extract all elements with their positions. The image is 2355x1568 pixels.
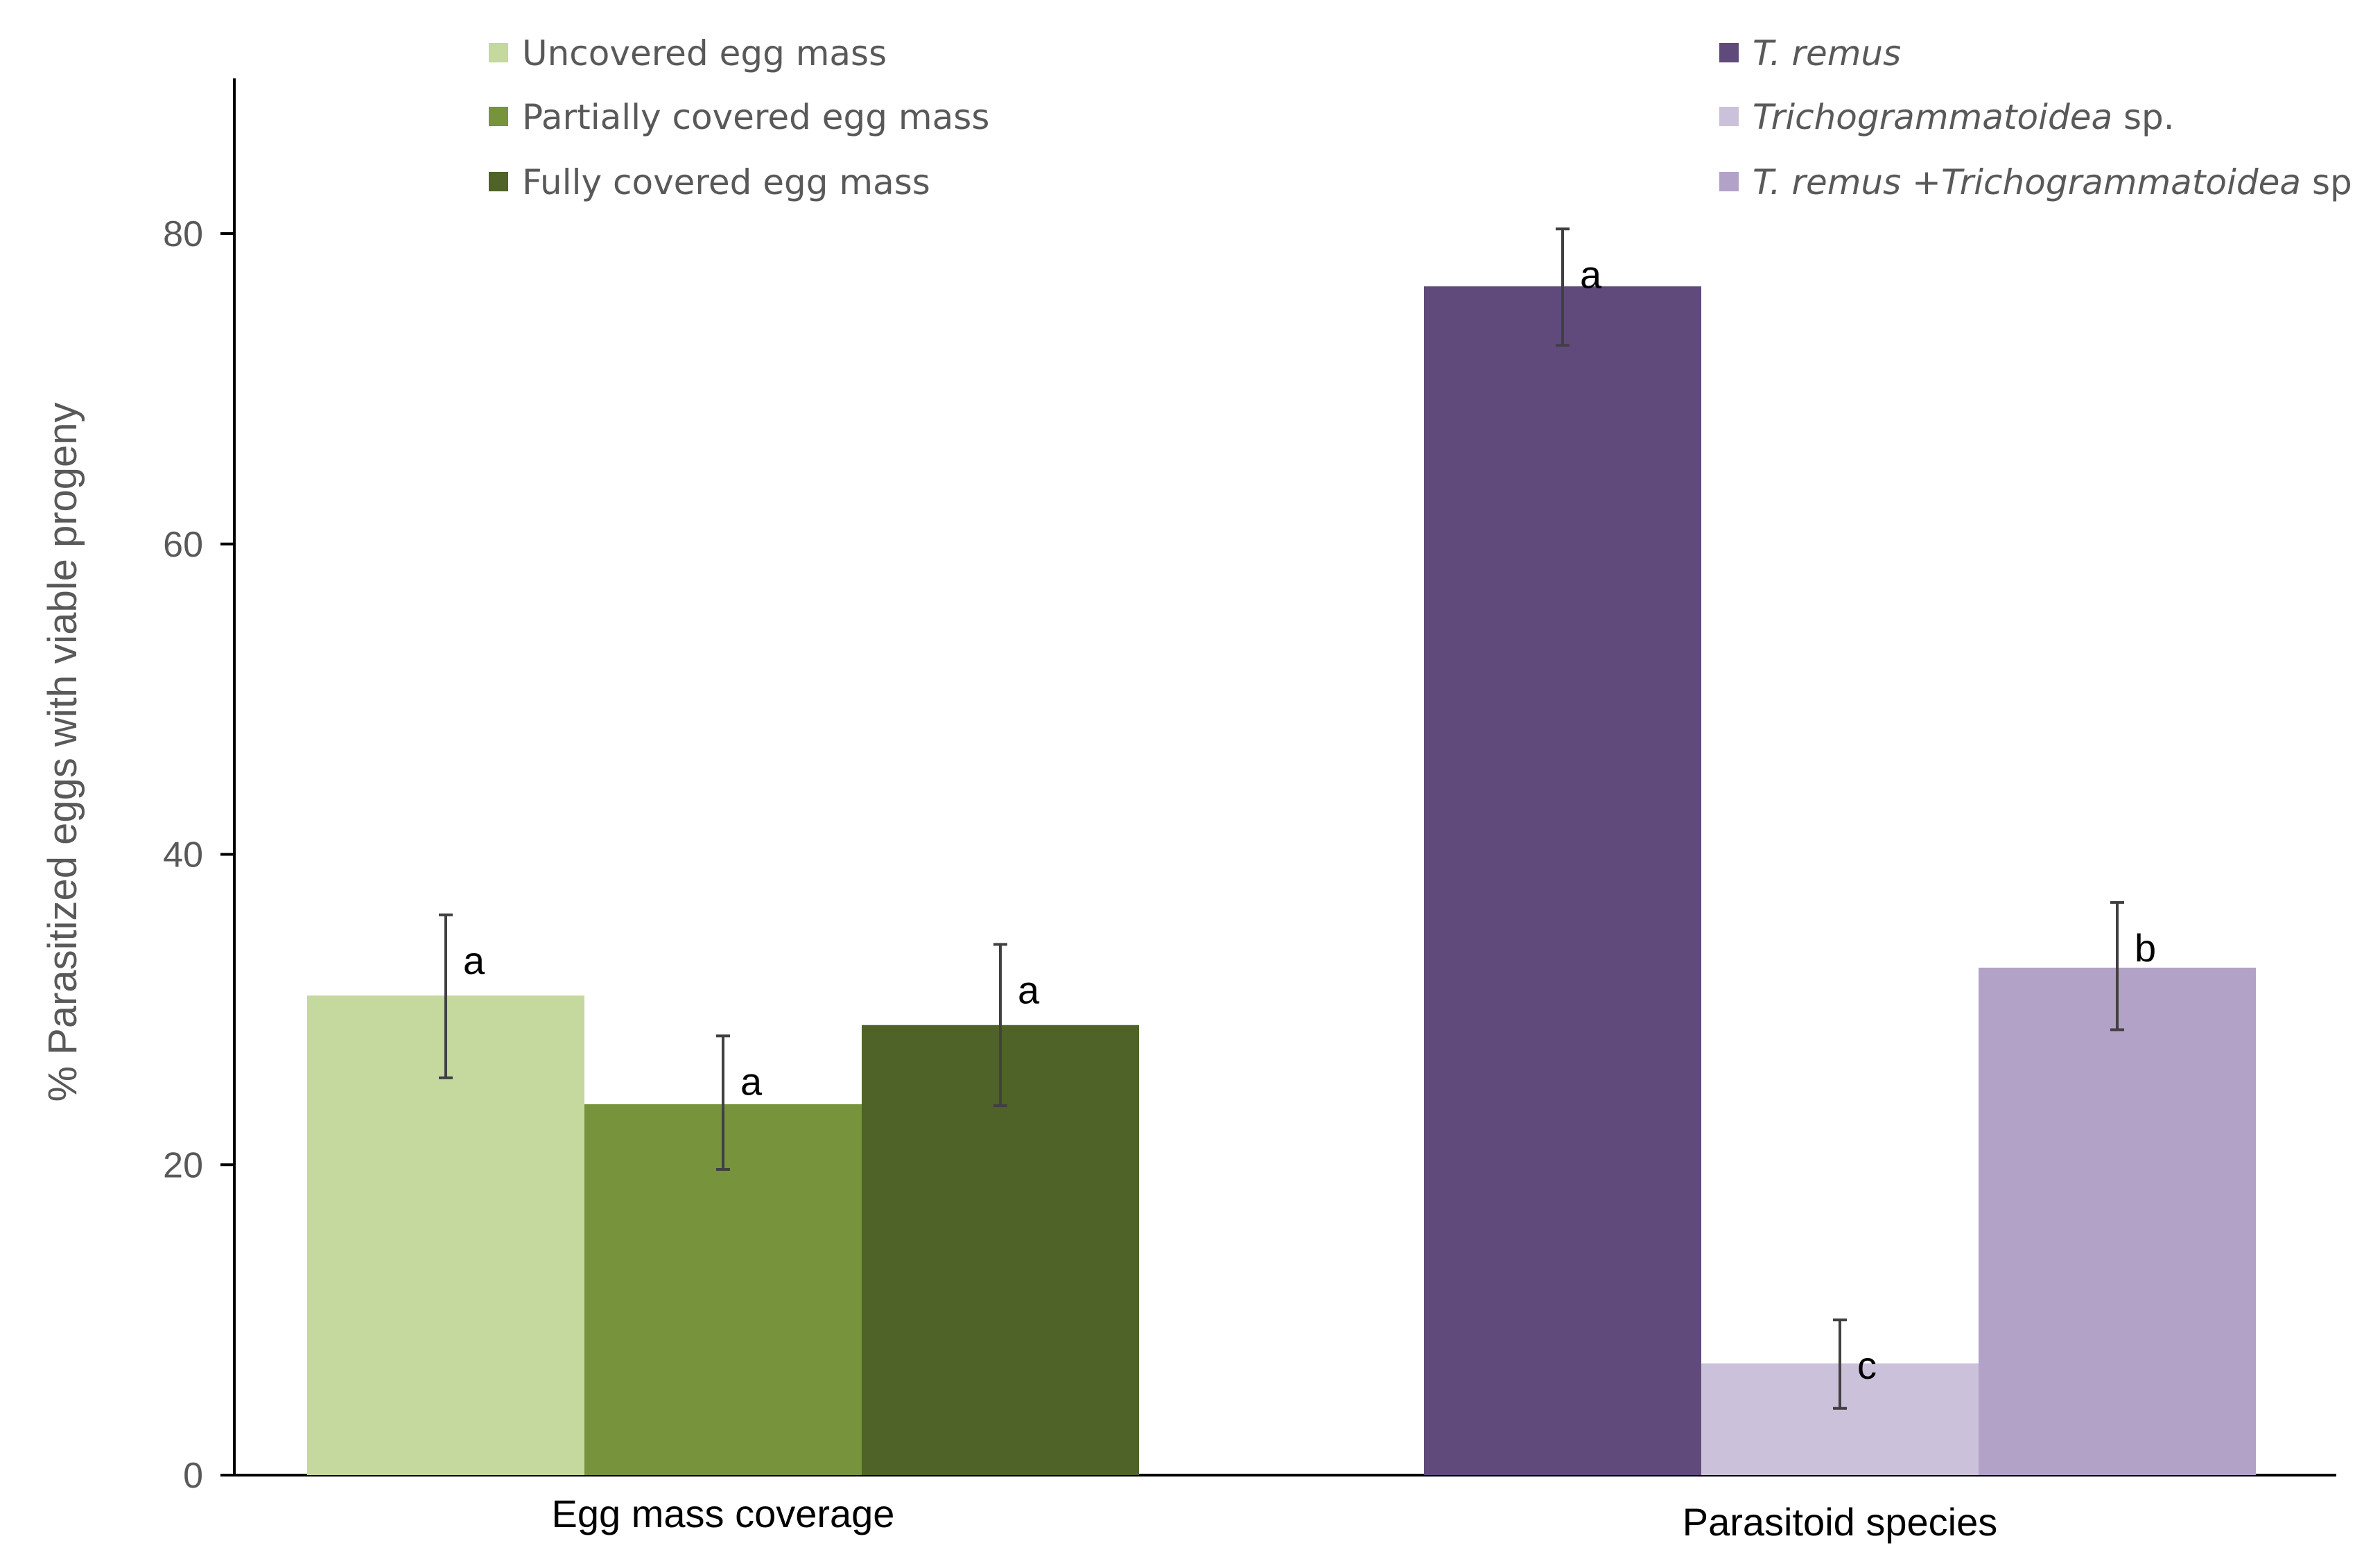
y-tick-label: 40 xyxy=(163,835,203,876)
legend-item: Uncovered egg mass xyxy=(489,33,887,73)
legend-label: Uncovered egg mass xyxy=(522,33,887,73)
significance-letter: a xyxy=(1580,252,1602,296)
legend-item: Trichogrammatoidea sp. xyxy=(1719,97,2175,137)
x-category-label: Parasitoid species xyxy=(1683,1500,1997,1544)
y-tick-label: 60 xyxy=(163,525,203,565)
legend-label-part: T. remus +Trichogrammatoidea xyxy=(1753,162,2301,202)
significance-letter: b xyxy=(2135,926,2156,970)
legend-swatch xyxy=(1719,172,1739,191)
legend-label-part: T. remus xyxy=(1753,33,1901,73)
error-bar xyxy=(1556,227,1570,347)
legend-label: Partially covered egg mass xyxy=(522,97,989,137)
error-bar xyxy=(716,1034,730,1171)
legend-label-part: Trichogrammatoidea xyxy=(1753,97,2112,137)
legend-label: Fully covered egg mass xyxy=(522,162,930,202)
legend-label: T. remus +Trichogrammatoidea sp. xyxy=(1753,162,2355,202)
legend-item: Partially covered egg mass xyxy=(489,97,989,137)
legend-swatch xyxy=(489,107,508,126)
error-bar xyxy=(2110,900,2124,1031)
bar xyxy=(1979,967,2256,1475)
bars: a a a a c b xyxy=(307,227,2256,1476)
legend-label: T. remus xyxy=(1753,33,1901,73)
legend-swatch xyxy=(1719,107,1739,126)
legend: Uncovered egg mass Partially covered egg … xyxy=(489,33,2355,202)
error-bar xyxy=(1833,1318,1847,1410)
significance-letter: a xyxy=(1018,968,1040,1011)
x-category-labels: Egg mass coverage Parasitoid species xyxy=(552,1492,1998,1544)
legend-label: Trichogrammatoidea sp. xyxy=(1753,97,2175,137)
legend-item: T. remus +Trichogrammatoidea sp. xyxy=(1719,162,2355,202)
legend-label-part: sp. xyxy=(2112,97,2175,137)
y-tick-label: 0 xyxy=(183,1456,203,1496)
legend-item: T. remus xyxy=(1719,33,1901,73)
legend-label-part: sp. xyxy=(2301,162,2355,202)
bar xyxy=(1424,286,1701,1476)
significance-letter: a xyxy=(463,939,485,982)
significance-letter: c xyxy=(1857,1343,1877,1387)
legend-swatch xyxy=(489,43,508,62)
significance-letter: a xyxy=(740,1059,763,1103)
legend-swatch xyxy=(489,172,508,191)
x-category-label: Egg mass coverage xyxy=(552,1492,895,1535)
y-tick-label: 80 xyxy=(163,214,203,254)
y-tick-label: 20 xyxy=(163,1145,203,1185)
legend-item: Fully covered egg mass xyxy=(489,162,930,202)
legend-swatch xyxy=(1719,43,1739,62)
error-bar xyxy=(439,913,453,1079)
y-axis-label: % Parasitized eggs with viable progeny xyxy=(40,402,85,1101)
error-bar xyxy=(993,943,1007,1108)
